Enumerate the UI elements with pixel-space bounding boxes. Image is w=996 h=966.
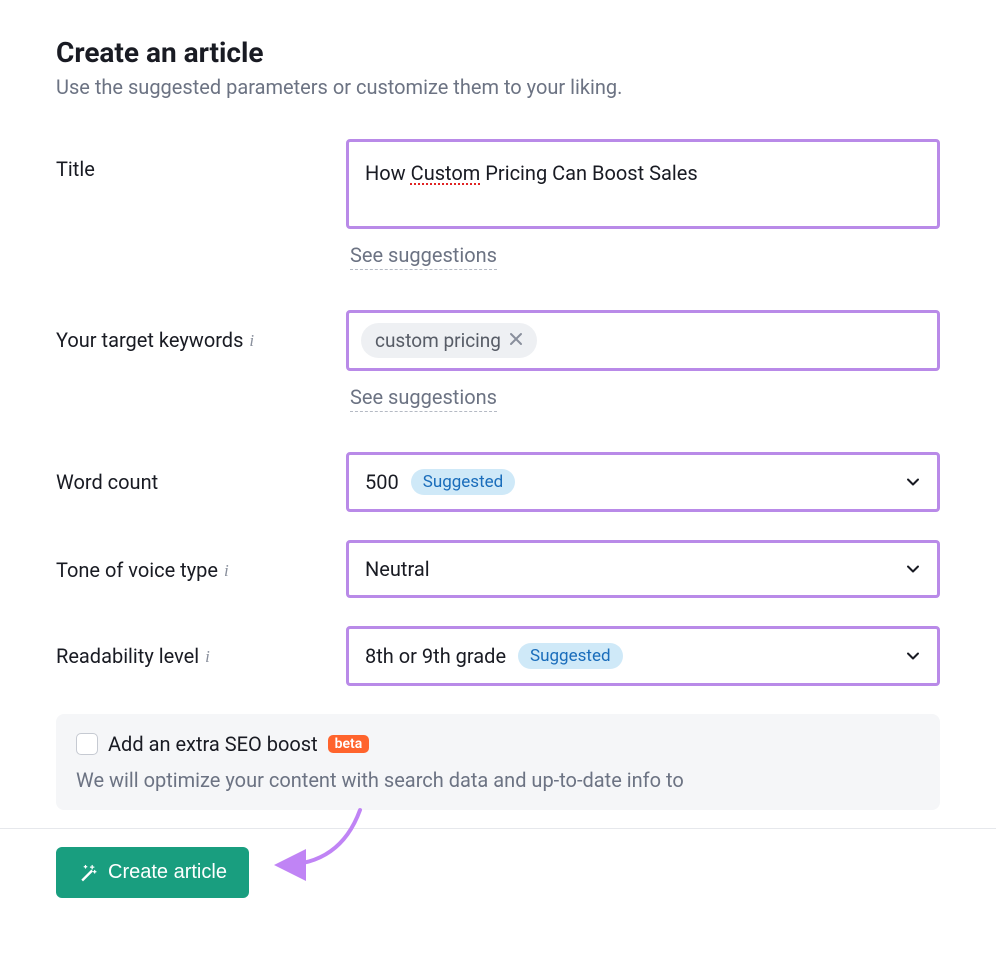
beta-badge: beta: [328, 735, 370, 753]
readability-label-text: Readability level: [56, 644, 199, 668]
remove-keyword-icon[interactable]: [509, 332, 523, 350]
suggested-badge: Suggested: [411, 469, 516, 495]
title-input[interactable]: How Custom Pricing Can Boost Sales: [346, 139, 940, 229]
page-subtitle: Use the suggested parameters or customiz…: [56, 75, 940, 99]
page-title: Create an article: [56, 36, 940, 69]
create-article-button[interactable]: Create article: [56, 847, 249, 898]
title-text-spelled: Custom: [411, 161, 481, 185]
title-text-pre: How: [365, 161, 411, 185]
seo-boost-checkbox[interactable]: [76, 733, 98, 755]
readability-label: Readability level i: [56, 626, 346, 668]
tone-label: Tone of voice type i: [56, 540, 346, 582]
readability-select[interactable]: 8th or 9th grade Suggested: [346, 626, 940, 686]
keyword-chip-text: custom pricing: [375, 329, 501, 352]
seo-boost-panel: Add an extra SEO boost beta We will opti…: [56, 714, 940, 810]
keywords-label-text: Your target keywords: [56, 328, 243, 352]
suggested-badge: Suggested: [518, 643, 623, 669]
word-count-select[interactable]: 500 Suggested: [346, 452, 940, 512]
info-icon[interactable]: i: [224, 562, 229, 579]
title-text-post: Pricing Can Boost Sales: [480, 161, 697, 185]
seo-boost-label: Add an extra SEO boost: [108, 732, 318, 756]
chevron-down-icon: [905, 648, 921, 664]
info-icon[interactable]: i: [205, 648, 210, 665]
title-see-suggestions[interactable]: See suggestions: [350, 243, 497, 270]
seo-boost-description: We will optimize your content with searc…: [76, 766, 920, 794]
wand-icon: [78, 863, 98, 883]
info-icon[interactable]: i: [249, 332, 254, 349]
word-count-value: 500: [365, 470, 399, 494]
title-label: Title: [56, 139, 346, 181]
chevron-down-icon: [905, 561, 921, 577]
chevron-down-icon: [905, 474, 921, 490]
tone-label-text: Tone of voice type: [56, 558, 218, 582]
readability-value: 8th or 9th grade: [365, 644, 506, 668]
create-article-button-label: Create article: [108, 861, 227, 884]
keywords-see-suggestions[interactable]: See suggestions: [350, 385, 497, 412]
word-count-label: Word count: [56, 452, 346, 494]
keyword-chip: custom pricing: [361, 323, 537, 358]
tone-select[interactable]: Neutral: [346, 540, 940, 598]
tone-value: Neutral: [365, 557, 430, 581]
keywords-input[interactable]: custom pricing: [346, 310, 940, 371]
keywords-label: Your target keywords i: [56, 310, 346, 352]
